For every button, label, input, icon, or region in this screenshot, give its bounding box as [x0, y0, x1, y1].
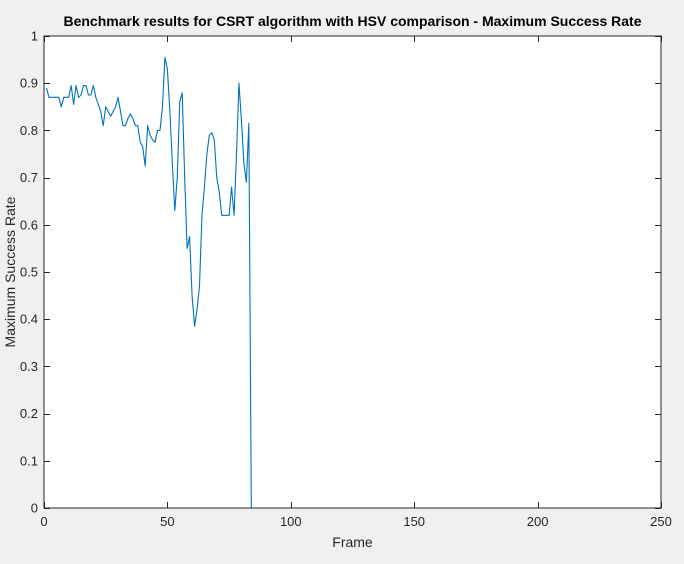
y-tick-label: 0.8	[20, 123, 38, 138]
x-tick-label: 50	[160, 514, 174, 529]
y-tick-label: 0.1	[20, 453, 38, 468]
y-tick-label: 0.4	[20, 312, 38, 327]
x-axis-label: Frame	[332, 534, 373, 550]
y-tick-label: 0.2	[20, 406, 38, 421]
y-tick-label: 0.5	[20, 265, 38, 280]
data-layer	[45, 56, 634, 509]
y-tick-label: 0.6	[20, 217, 38, 232]
y-axis-label: Maximum Success Rate	[2, 196, 18, 347]
axes-layer: 0 50 100 150 200 250 0 0.1 0.2 0.3 0.4 0.5 0.6 0.7 0.8…	[20, 29, 672, 530]
y-tick-label: 0.3	[20, 359, 38, 374]
y-tick-label: 0.7	[20, 170, 38, 185]
x-tick-label: 150	[403, 514, 425, 529]
chart-title: Benchmark results for CSRT algorithm wit…	[63, 13, 641, 29]
x-tick-label: 100	[280, 514, 302, 529]
y-tick-label: 0.9	[20, 76, 38, 91]
plot-area	[44, 36, 661, 508]
x-tick-label: 200	[527, 514, 549, 529]
x-tick-label: 250	[650, 514, 672, 529]
series-line-0	[45, 56, 634, 509]
x-tick-label: 0	[40, 514, 47, 529]
y-tick-label: 1	[31, 29, 38, 44]
y-tick-label: 0	[31, 501, 38, 516]
